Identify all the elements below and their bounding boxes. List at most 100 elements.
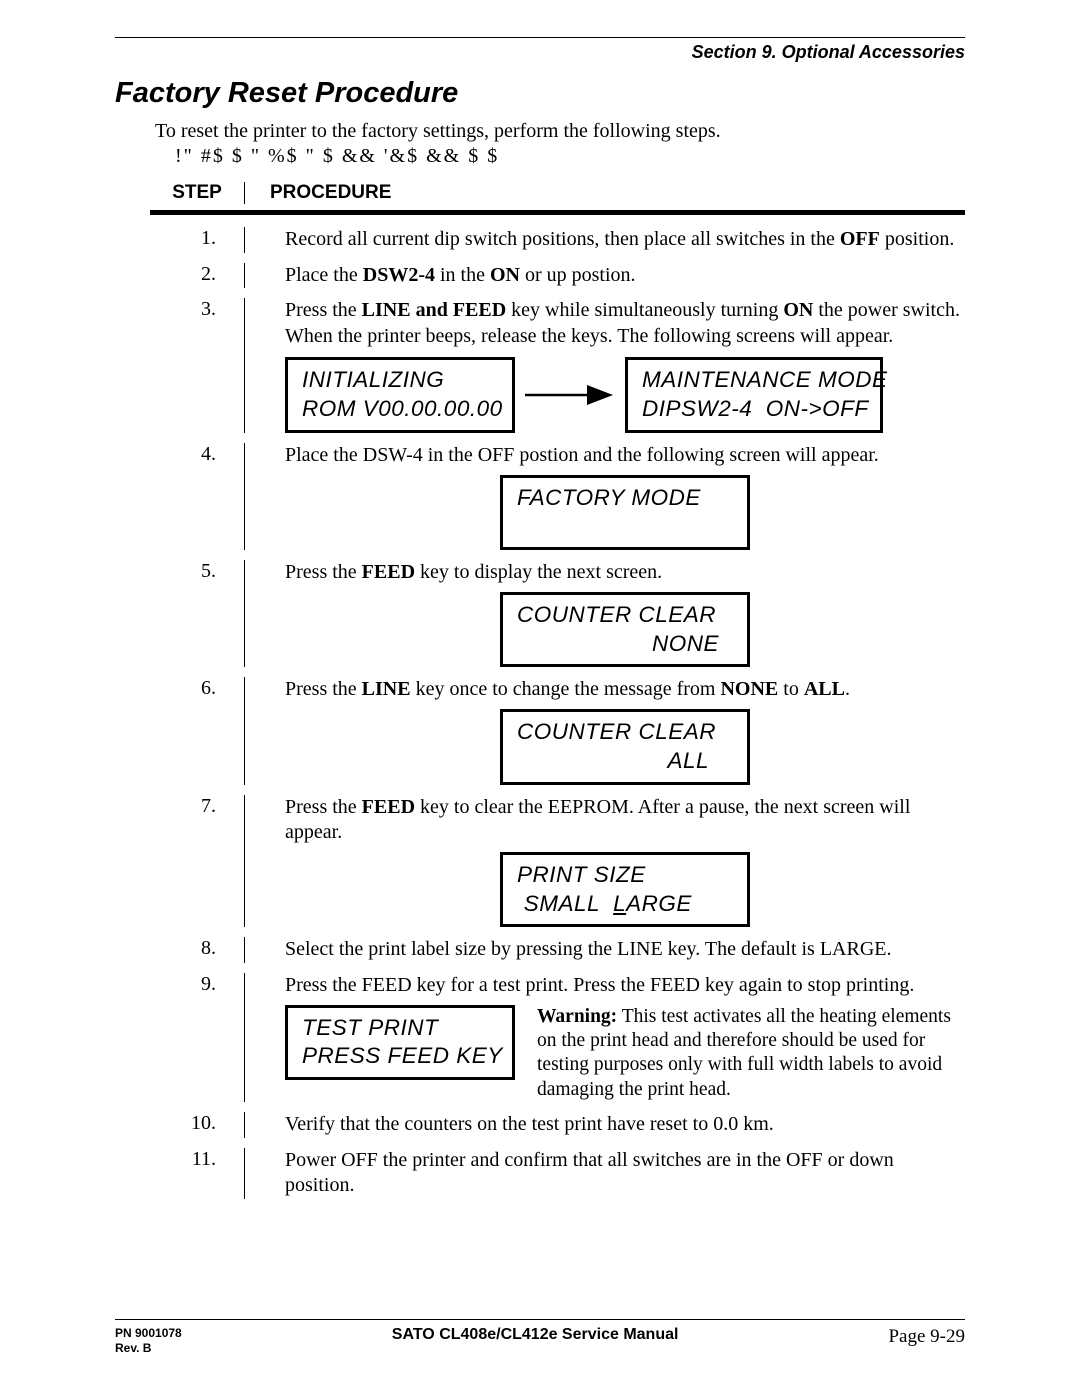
step-text: Power OFF the printer and confirm that a… [245, 1148, 965, 1199]
lcd-center: COUNTER CLEAR NONE [285, 592, 965, 668]
section-header: Section 9. Optional Accessories [115, 42, 965, 63]
bold: LINE [362, 678, 411, 700]
step-text: Press the FEED key for a test print. Pre… [245, 973, 965, 1102]
page: Section 9. Optional Accessories Factory … [0, 0, 1080, 1199]
lcd-line: PRINT SIZE [517, 861, 733, 890]
text: Press the [285, 796, 362, 818]
arrow-icon [525, 380, 615, 410]
header-rule [115, 37, 965, 38]
bold: ON [783, 299, 813, 321]
page-title: Factory Reset Procedure [115, 77, 965, 110]
bold: DSW2-4 [363, 264, 435, 286]
step-text: Record all current dip switch positions,… [245, 227, 965, 253]
lcd-line: SMALL LARGE [517, 890, 733, 919]
text: Press the [285, 299, 362, 321]
step-text: Verify that the counters on the test pri… [245, 1112, 965, 1138]
text: Press the [285, 561, 362, 583]
col-step-header: STEP [150, 182, 245, 204]
text: to [778, 678, 804, 700]
lcd-line: ALL [517, 747, 733, 776]
footer-left: PN 9001078 Rev. B [115, 1326, 182, 1357]
step-text: Place the DSW2-4 in the ON or up postion… [245, 263, 965, 289]
bold: NONE [720, 678, 778, 700]
lcd-line: COUNTER CLEAR [517, 718, 733, 747]
table-row: 9. Press the FEED key for a test print. … [150, 973, 965, 1102]
warning-text: Warning: This test activates all the hea… [537, 1005, 965, 1103]
step-num: 3. [150, 298, 245, 433]
table-row: 10. Verify that the counters on the test… [150, 1112, 965, 1138]
bold: Warning: [537, 1006, 617, 1027]
step-num: 4. [150, 443, 245, 550]
text: in the [435, 264, 490, 286]
step-num: 9. [150, 973, 245, 1102]
lcd-center: FACTORY MODE [285, 475, 965, 551]
table-row: 11. Power OFF the printer and confirm th… [150, 1148, 965, 1199]
lcd-print-size: PRINT SIZE SMALL LARGE [500, 852, 750, 928]
lcd-test-print: TEST PRINT PRESS FEED KEY [285, 1005, 515, 1081]
text: key to display the next screen. [415, 561, 662, 583]
lcd-line: TEST PRINT [302, 1014, 498, 1043]
text: . [845, 678, 850, 700]
text: position. [880, 228, 954, 250]
step-text: Select the print label size by pressing … [245, 937, 965, 963]
table-row: 6. Press the LINE key once to change the… [150, 677, 965, 784]
step-num: 2. [150, 263, 245, 289]
bold: FEED [362, 561, 415, 583]
lcd-line: INITIALIZING [302, 366, 498, 395]
lcd-line: FACTORY MODE [517, 484, 733, 513]
step-num: 10. [150, 1112, 245, 1138]
table-row: 8. Select the print label size by pressi… [150, 937, 965, 963]
step-num: 6. [150, 677, 245, 784]
lcd-line: MAINTENANCE MODE [642, 366, 866, 395]
revision: Rev. B [115, 1341, 182, 1357]
lcd-counter-all: COUNTER CLEAR ALL [500, 709, 750, 785]
lcd-line: NONE [517, 630, 733, 659]
footer: PN 9001078 Rev. B SATO CL408e/CL412e Ser… [115, 1319, 965, 1357]
lcd-factory: FACTORY MODE [500, 475, 750, 551]
text: L [613, 891, 626, 916]
text: Record all current dip switch positions,… [285, 228, 840, 250]
lcd-line: ROM V00.00.00.00 [302, 395, 498, 424]
text: Press the [285, 678, 362, 700]
step-text: Press the FEED key to clear the EEPROM. … [245, 795, 965, 928]
text: SMALL [517, 891, 613, 916]
step-text: Press the FEED key to display the next s… [245, 560, 965, 667]
table-row: 2. Place the DSW2-4 in the ON or up post… [150, 263, 965, 289]
bold: ALL [804, 678, 845, 700]
steps-container: 1. Record all current dip switch positio… [150, 227, 965, 1199]
lcd-line: COUNTER CLEAR [517, 601, 733, 630]
text: key once to change the message from [411, 678, 721, 700]
bold: FEED [362, 796, 415, 818]
table-header: STEP PROCEDURE [150, 182, 965, 211]
text: Place the [285, 264, 363, 286]
text: Place the DSW-4 in the OFF postion and t… [285, 444, 879, 466]
intro-text: To reset the printer to the factory sett… [155, 120, 965, 143]
step-num: 8. [150, 937, 245, 963]
col-proc-header: PROCEDURE [245, 182, 391, 204]
page-number: Page 9-29 [888, 1326, 965, 1348]
lcd-counter-none: COUNTER CLEAR NONE [500, 592, 750, 668]
table-row: 7. Press the FEED key to clear the EEPRO… [150, 795, 965, 928]
thick-rule [150, 211, 965, 215]
step-num: 7. [150, 795, 245, 928]
step-text: Place the DSW-4 in the OFF postion and t… [245, 443, 965, 550]
table-row: 3. Press the LINE and FEED key while sim… [150, 298, 965, 433]
lcd-row: INITIALIZING ROM V00.00.00.00 MAINTENANC… [285, 357, 965, 433]
lcd-line [517, 512, 733, 541]
intro-subtext: !" #$ $ " %$ " $ && '&$ && $ $ [175, 145, 965, 168]
lcd-maintenance: MAINTENANCE MODE DIPSW2-4 ON->OFF [625, 357, 883, 433]
part-number: PN 9001078 [115, 1326, 182, 1342]
table-row: 5. Press the FEED key to display the nex… [150, 560, 965, 667]
step-text: Press the LINE key once to change the me… [245, 677, 965, 784]
lcd-center: COUNTER CLEAR ALL [285, 709, 965, 785]
text: or up postion. [520, 264, 636, 286]
lcd-initializing: INITIALIZING ROM V00.00.00.00 [285, 357, 515, 433]
bold: OFF [840, 228, 880, 250]
table-row: 1. Record all current dip switch positio… [150, 227, 965, 253]
lcd-line: DIPSW2-4 ON->OFF [642, 395, 866, 424]
text: key while simultaneously turning [506, 299, 783, 321]
table-row: 4. Place the DSW-4 in the OFF postion an… [150, 443, 965, 550]
text: ARGE [626, 891, 692, 916]
step-text: Press the LINE and FEED key while simult… [245, 298, 965, 433]
step-num: 11. [150, 1148, 245, 1199]
